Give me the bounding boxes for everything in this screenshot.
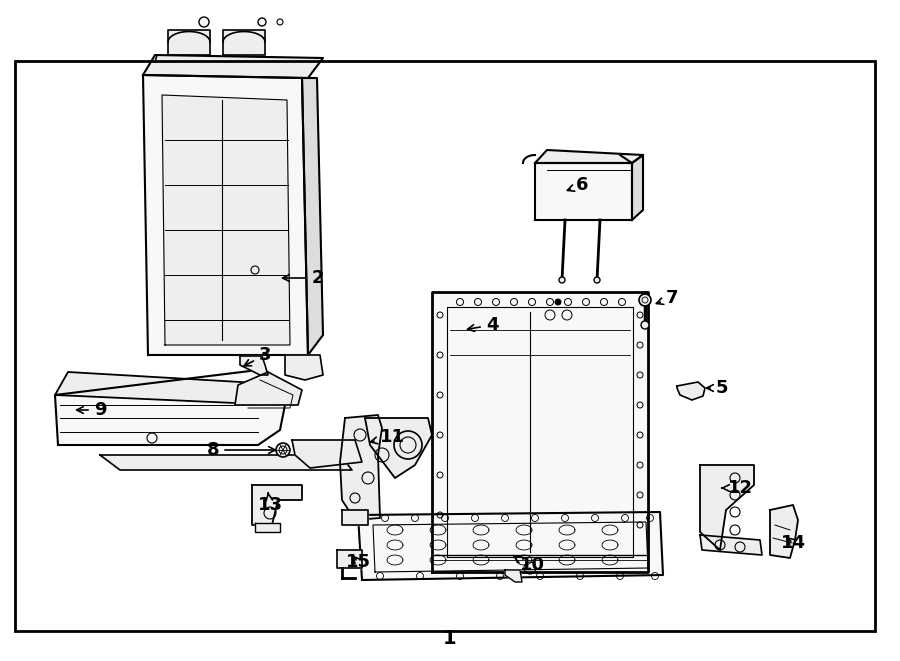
Circle shape [594,277,600,283]
Text: 7: 7 [656,289,679,307]
Text: 8: 8 [207,441,275,459]
Polygon shape [235,372,302,405]
Polygon shape [255,523,280,532]
Circle shape [641,321,649,329]
Text: 10: 10 [514,556,544,574]
Polygon shape [252,485,302,525]
Text: 1: 1 [443,629,457,648]
Circle shape [276,443,290,457]
Text: 14: 14 [780,534,806,552]
Circle shape [559,277,565,283]
Polygon shape [100,455,352,470]
Polygon shape [302,78,323,355]
Polygon shape [340,415,382,520]
Polygon shape [358,512,663,580]
Polygon shape [535,150,643,163]
Text: 2: 2 [283,269,324,287]
Polygon shape [285,355,323,380]
Polygon shape [677,382,705,400]
Text: 13: 13 [257,493,283,514]
Polygon shape [168,30,210,55]
Polygon shape [337,550,362,568]
Bar [15,61,875,631]
Polygon shape [223,30,265,55]
Polygon shape [292,440,362,468]
Text: 11: 11 [371,428,404,446]
Circle shape [277,19,283,25]
Polygon shape [632,155,643,220]
Text: 12: 12 [722,479,752,497]
Polygon shape [143,55,323,78]
Text: 15: 15 [346,553,371,571]
Polygon shape [505,570,522,582]
Text: 4: 4 [468,316,499,334]
Circle shape [258,18,266,26]
Text: 3: 3 [244,346,271,366]
Polygon shape [143,75,308,355]
Polygon shape [240,356,268,375]
Polygon shape [55,372,292,405]
Circle shape [199,17,209,27]
Polygon shape [700,465,754,550]
Polygon shape [535,163,632,220]
Circle shape [555,299,561,305]
Polygon shape [432,292,648,572]
Polygon shape [365,418,432,478]
Polygon shape [162,95,290,345]
Polygon shape [55,370,285,445]
Circle shape [639,294,651,306]
Polygon shape [342,510,368,525]
Text: 6: 6 [567,176,589,194]
Text: 9: 9 [76,401,106,419]
Text: 5: 5 [706,379,728,397]
Polygon shape [700,535,762,555]
Polygon shape [770,505,798,558]
